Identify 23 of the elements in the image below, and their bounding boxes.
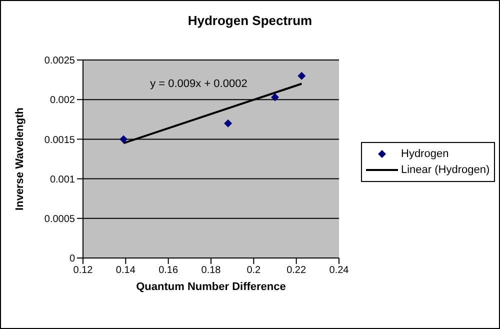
- x-tick-label: 0.22: [286, 265, 306, 276]
- y-tick-label: 0.001: [50, 174, 76, 186]
- y-tick-label: 0.0005: [44, 214, 76, 225]
- legend-label: Hydrogen: [401, 147, 449, 162]
- point: [298, 72, 306, 80]
- point: [271, 93, 279, 102]
- y-axis-title: Inverse Wavelength: [14, 107, 26, 210]
- x-axis-title: Quantum Number Difference: [136, 281, 286, 293]
- point: [120, 135, 128, 144]
- y-tick-label: 0.002: [50, 95, 76, 106]
- y-tick-label: 0.0025: [44, 56, 76, 67]
- y-tick-label: 0: [69, 254, 76, 265]
- x-tick-label: 0.14: [116, 265, 136, 276]
- x-tick-label: 0.16: [158, 265, 178, 276]
- x-tick-label: 0.12: [73, 265, 94, 276]
- chart-title: Hydrogen Spectrum: [186, 13, 314, 28]
- annotation: y = 0.009x + 0.0002: [150, 78, 248, 90]
- x-tick-label: 0.18: [201, 265, 222, 276]
- point: [224, 119, 232, 128]
- y-tick-label: 0.0015: [44, 134, 76, 146]
- x-tick-label: 0.24: [329, 265, 350, 276]
- legend-label: Linear (Hydrogen): [401, 163, 490, 178]
- x-tick-label: 0.2: [246, 265, 262, 276]
